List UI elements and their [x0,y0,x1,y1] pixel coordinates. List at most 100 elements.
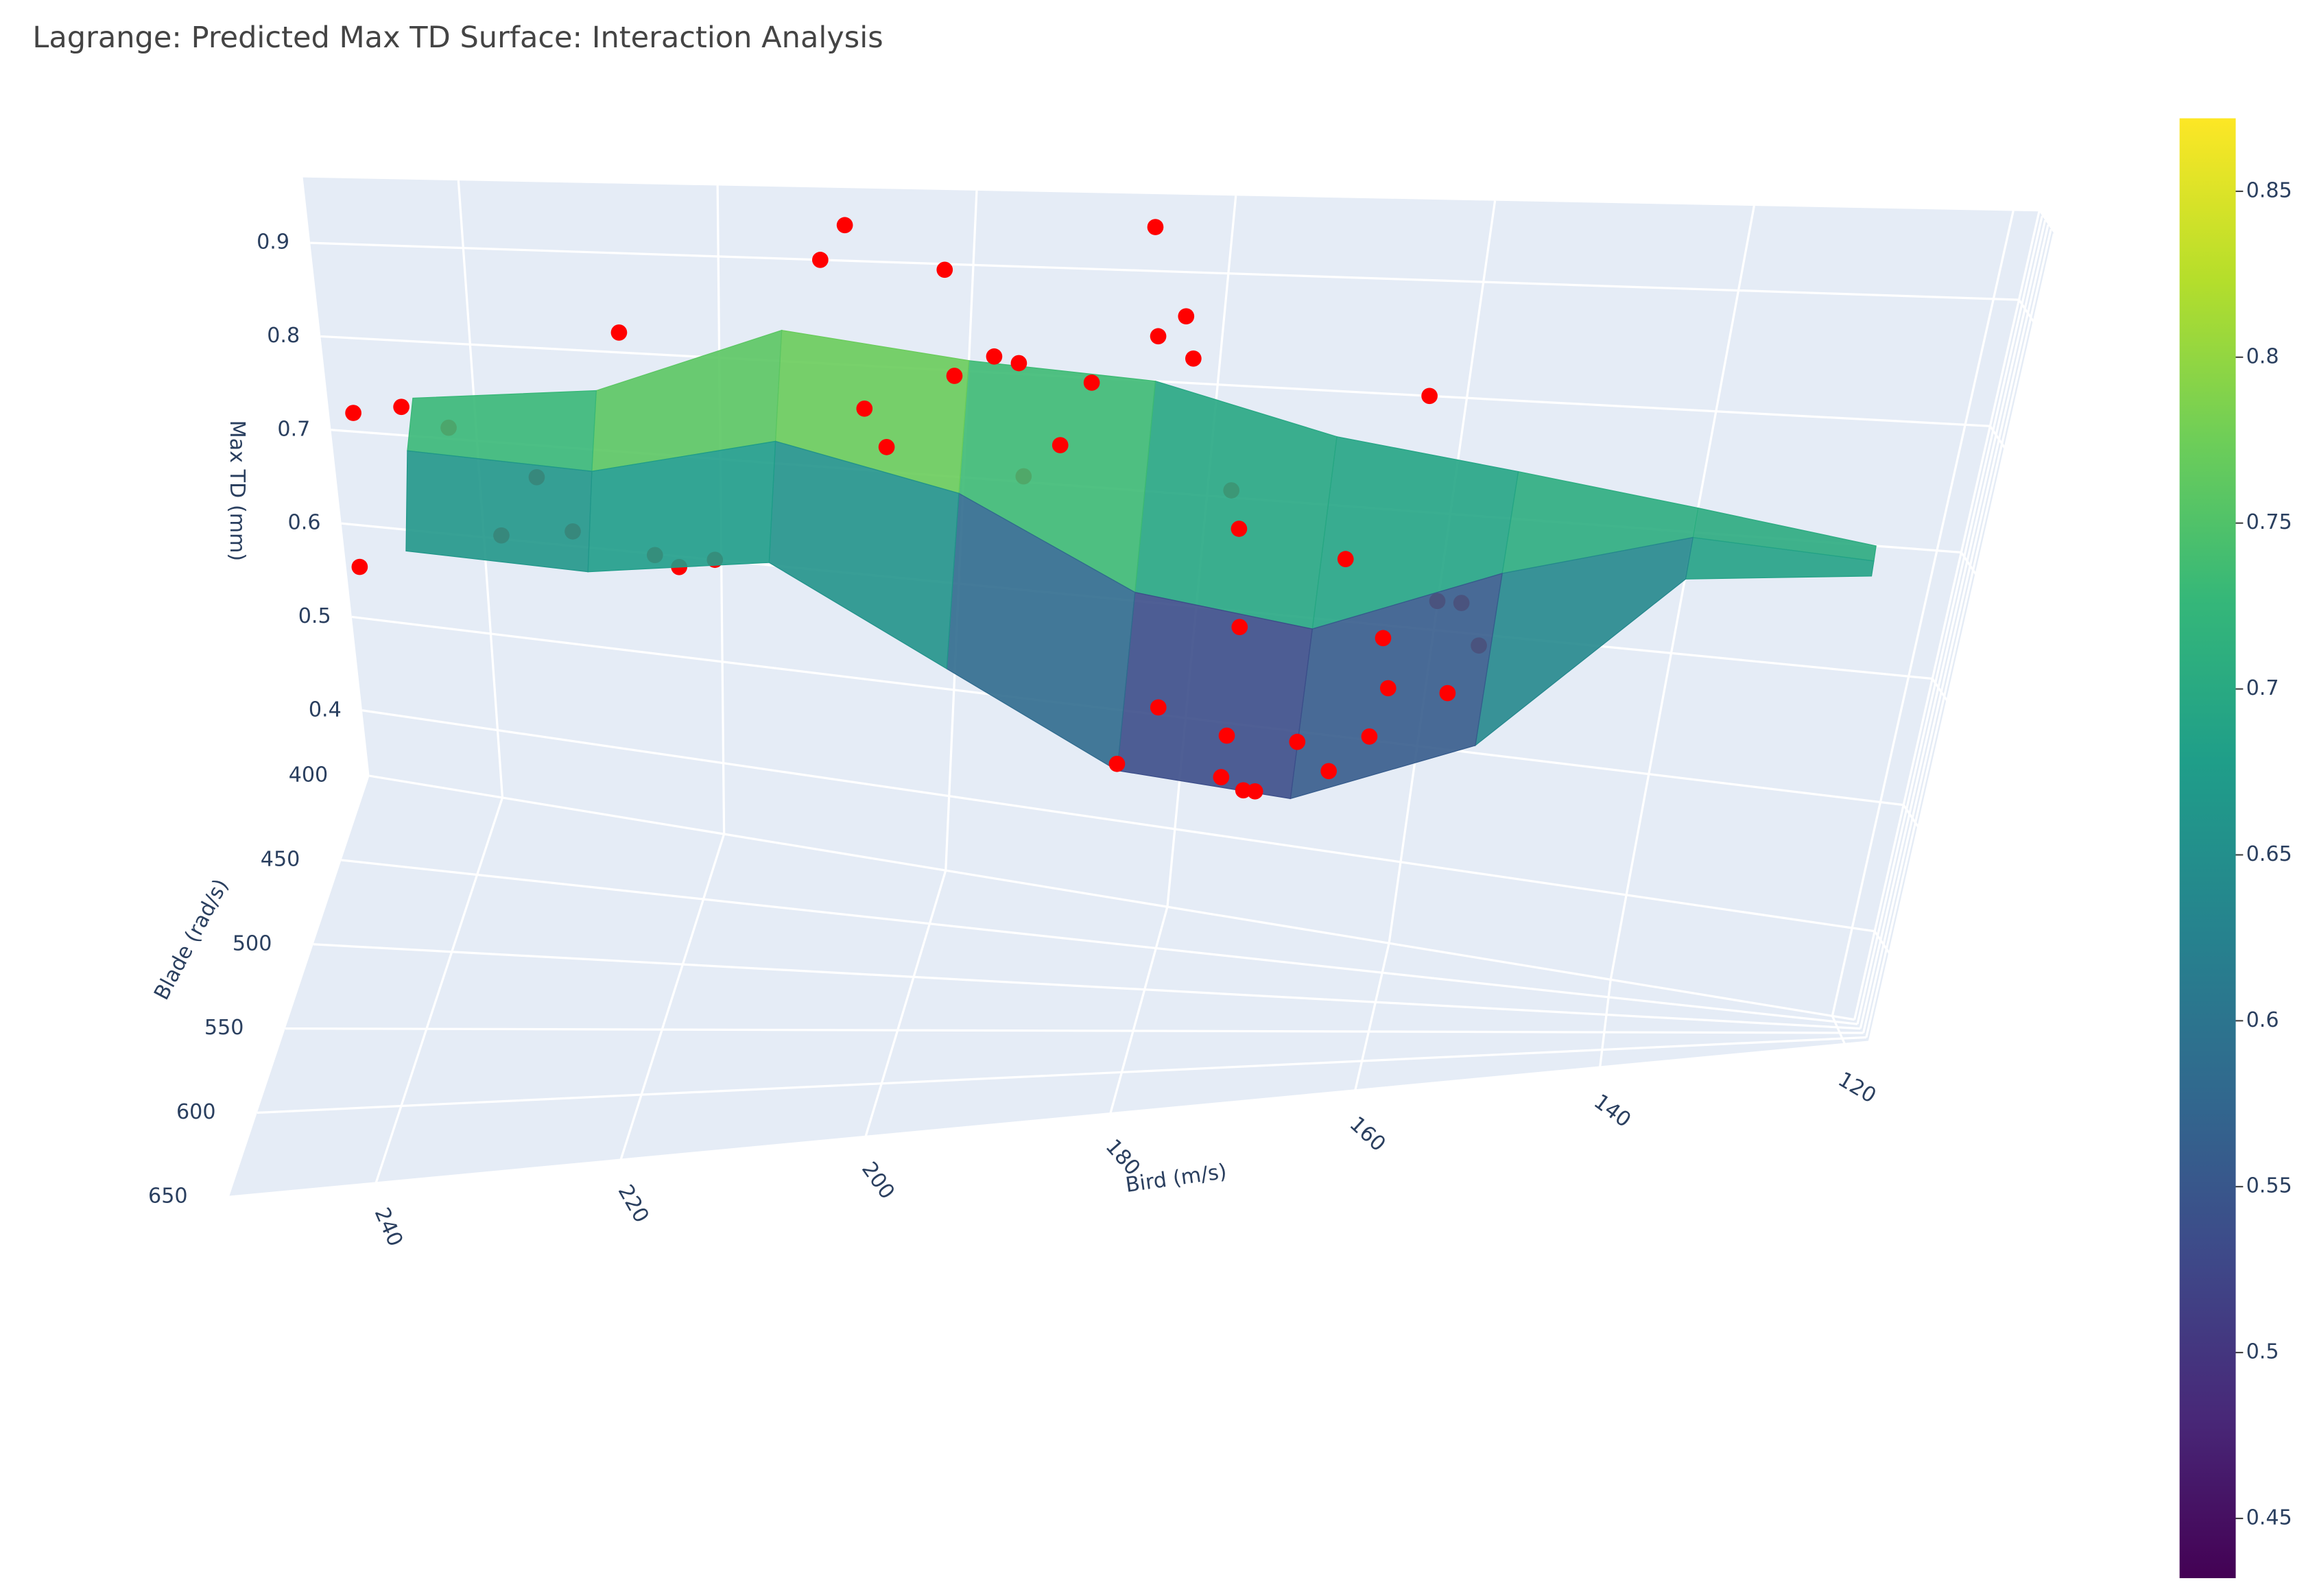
x-tick-label: 120 [1834,1067,1880,1108]
data-point [351,558,368,575]
data-point [1108,755,1126,772]
colorbar-tick-label: 0.7 [2246,676,2279,700]
z-grid-line [310,241,2019,301]
colorbar-tick-label: 0.65 [2246,842,2292,866]
data-point [1231,521,1248,537]
data-point [1147,219,1164,235]
z-grid-line [361,709,1875,933]
data-point [1150,328,1167,345]
z-grid-line [1960,551,1977,575]
data-point [856,400,873,417]
z-grid-line [1873,930,1891,954]
data-point [1289,733,1306,750]
z-tick-label: 0.9 [257,230,289,254]
x-grid-line [1599,979,1612,1068]
data-point [1010,355,1027,372]
x-tick-label: 220 [613,1181,654,1227]
y-grid-line [369,774,1855,1021]
y-tick-label: 450 [261,847,300,871]
colorbar-tick-label: 0.55 [2246,1174,2292,1198]
y-grid-line [257,1036,1867,1114]
data-point [1083,374,1100,391]
y-tick-label: 500 [233,931,272,955]
data-point [1185,350,1202,367]
data-point [936,261,953,278]
x-grid-line [1609,205,1755,980]
data-point [878,438,895,455]
visible-points [610,217,1456,800]
colorbar-tick-label: 0.6 [2246,1008,2279,1032]
data-point [1231,619,1248,636]
data-point [1379,680,1397,697]
data-point [986,348,1003,365]
colorbar-tick-label: 0.8 [2246,344,2279,368]
data-point [345,405,361,421]
x-tick-label: 200 [857,1158,899,1204]
y-grid-line [1862,224,2049,1034]
colorbar-tick-label: 0.75 [2246,510,2292,534]
data-point [1320,763,1338,780]
colorbar-ticks: 0.45 0.5 0.55 0.6 0.65 0.7 0.75 0.8 0.85 [2235,178,2292,1529]
data-point [1421,388,1438,405]
data-point [1213,769,1230,785]
y-grid-line [341,859,1858,1025]
y-axis-title: Blade (rad/s) [150,875,233,1004]
z-tick-label: 0.8 [267,324,300,348]
y-tick-label: 400 [289,763,329,787]
y-grid-line [313,943,1861,1030]
z-tick-label: 0.6 [288,511,321,535]
y-grid-line [1853,211,2041,1021]
colorbar-tick-label: 0.45 [2246,1505,2292,1529]
data-point [1337,551,1354,567]
data-point [1178,308,1195,325]
x-tick-label: 140 [1589,1090,1635,1132]
data-point [1375,630,1392,647]
data-point [1235,782,1252,799]
z-grid-line [1989,425,2006,449]
y-tick-label: 600 [176,1100,216,1124]
colorbar [2179,118,2236,1578]
surface [405,329,1877,800]
data-point [1246,783,1263,800]
x-tick-label: 240 [370,1204,407,1250]
floor-pane [228,776,1870,1198]
z-tick-label: 0.7 [277,417,310,441]
chart-title: Lagrange: Predicted Max TD Surface: Inte… [32,21,883,55]
colorbar-tick-label: 0.85 [2246,178,2292,202]
x-grid-line [619,833,726,1160]
data-point [1218,727,1235,744]
y-grid-line [1859,219,2047,1029]
data-point [1361,728,1378,745]
y-tick-label: 650 [148,1184,188,1208]
y-grid-line [285,1027,1864,1034]
z-grid-line [1902,804,1920,828]
data-point [1051,437,1069,453]
x-grid-line [1831,211,2015,1016]
surface-patch [1117,591,1313,800]
z-tick-label: 0.5 [298,604,331,628]
data-point [610,324,628,341]
z-grid-line [1931,678,1949,702]
z-tick-label: 0.4 [309,698,342,722]
x-grid-line [1354,942,1390,1091]
y-grid-line [228,1040,1870,1198]
colorbar-tick-label: 0.5 [2246,1340,2279,1364]
x-grid-line [1109,906,1169,1115]
z-axis-title: Max TD (mm) [225,420,249,561]
z-grid-line [2018,299,2035,323]
x-grid-line [375,797,504,1184]
surface-patch [405,450,593,573]
data-point [812,252,829,268]
data-point [1439,684,1456,702]
data-point [393,398,409,416]
data-point [946,368,963,384]
x-tick-label: 160 [1345,1112,1390,1156]
y-grid-line [1865,228,2052,1038]
data-point [836,217,853,234]
y-grid-line [1856,215,2043,1025]
x-grid-line [864,870,947,1137]
y-grid-line [1868,233,2056,1043]
data-point [1150,699,1167,716]
